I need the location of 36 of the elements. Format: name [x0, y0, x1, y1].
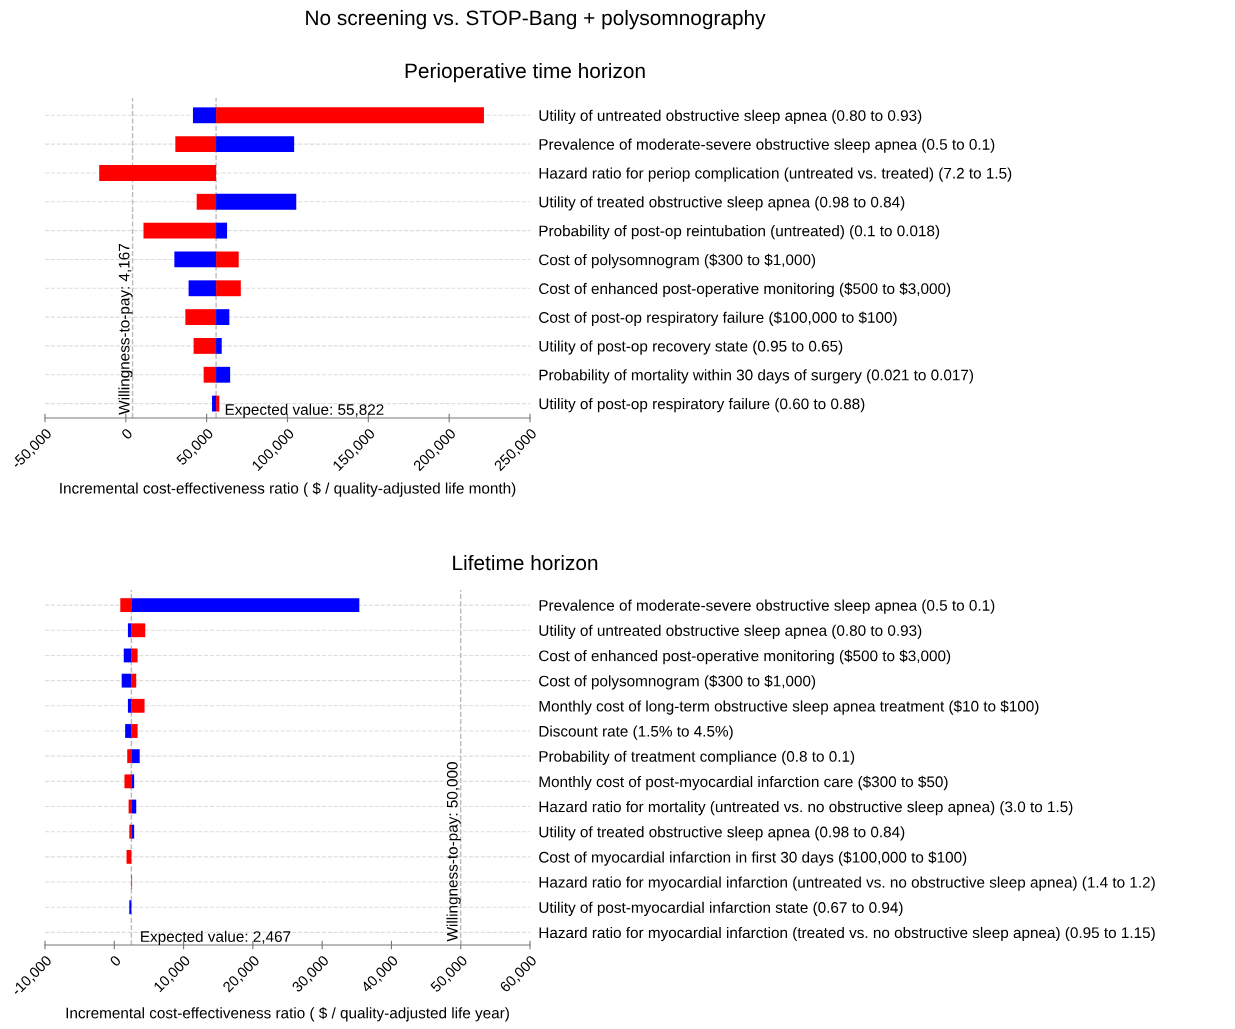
- y-tick-label: Utility of post-op respiratory failure (0.60 to 0.88): [539, 398, 865, 413]
- y-tick-label: Cost of post-op respiratory failure ($100,000 to $100): [539, 311, 897, 326]
- y-tick-label: Utility of post-op recovery state (0.95 to 0.65): [539, 340, 843, 355]
- y-tick-label: Hazard ratio for myocardial infarction (treated vs. no obstructive sleep apnea) (0.95 to 1.15): [539, 926, 1155, 942]
- y-tick-label: Cost of enhanced post-operative monitoring ($500 to $3,000): [539, 649, 951, 665]
- y-tick-label: Cost of polysomnogram ($300 to $1,000): [539, 674, 816, 690]
- y-tick-label: Probability of treatment compliance (0.8 to 0.1): [539, 750, 855, 765]
- y-tick-label: Probability of post-op reintubation (untreated) (0.1 to 0.018): [539, 225, 940, 240]
- ref-line-label: Expected value: 55,822: [225, 403, 384, 418]
- y-tick-label: Monthly cost of long-term obstructive sleep apnea treatment ($10 to $100): [539, 700, 1039, 715]
- y-tick-label: Discount rate (1.5% to 4.5%): [539, 725, 733, 740]
- x-tick-label: 0: [109, 954, 122, 967]
- y-tick-label: Utility of untreated obstructive sleep apnea (0.80 to 0.93): [539, 109, 922, 124]
- y-tick-label: Prevalence of moderate-severe obstructive sleep apnea (0.5 to 0.1): [539, 138, 995, 153]
- y-tick-label: Cost of enhanced post-operative monitoring ($500 to $3,000): [539, 282, 951, 298]
- ref-line-label: Expected value: 2,467: [141, 930, 291, 945]
- y-tick-label: Hazard ratio for myocardial infarction (untreated vs. no obstructive sleep apnea) (1.4 to 1.2): [539, 876, 1155, 891]
- y-tick-label: Utility of treated obstructive sleep apnea (0.98 to 0.84): [539, 196, 905, 211]
- y-tick-label: Utility of treated obstructive sleep apnea (0.98 to 0.84): [539, 826, 905, 841]
- x-axis-title: Incremental cost-effectiveness ratio ( $ / quality-adjusted life year): [66, 1006, 509, 1022]
- chart-subtitle: Perioperative time horizon: [405, 62, 645, 83]
- ref-line-label: Willingness-to-pay: 4,167: [118, 244, 133, 415]
- y-tick-label: Cost of myocardial infarction in first 30 days ($100,000 to $100): [539, 851, 967, 866]
- chart-title: No screening vs. STOP-Bang + polysomnography: [306, 9, 766, 30]
- y-tick-label: Utility of untreated obstructive sleep apnea (0.80 to 0.93): [539, 624, 922, 639]
- ref-line-label: Willingness-to-pay: 50,000: [446, 762, 461, 942]
- y-tick-label: Hazard ratio for mortality (untreated vs. no obstructive sleep apnea) (3.0 to 1.5): [539, 800, 1073, 816]
- x-axis-title: Incremental cost-effectiveness ratio ( $ / quality-adjusted life month): [60, 482, 516, 497]
- y-tick-label: Hazard ratio for periop complication (untreated vs. treated) (7.2 to 1.5): [539, 167, 1012, 182]
- chart-subtitle: Lifetime horizon: [453, 554, 598, 571]
- y-tick-label: Utility of post-myocardial infarction state (0.67 to 0.94): [539, 901, 903, 916]
- y-tick-label: Probability of mortality within 30 days of surgery (0.021 to 0.017): [539, 369, 974, 384]
- y-tick-label: Monthly cost of post-myocardial infarction care ($300 to $50): [539, 775, 948, 791]
- x-tick-label: 0: [120, 427, 133, 440]
- y-tick-label: Prevalence of moderate-severe obstructive sleep apnea (0.5 to 0.1): [539, 599, 995, 614]
- y-tick-label: Cost of polysomnogram ($300 to $1,000): [539, 253, 816, 269]
